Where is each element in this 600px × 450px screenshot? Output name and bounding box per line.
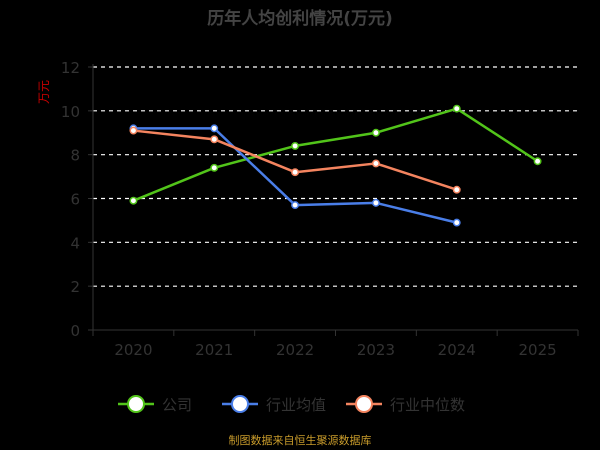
data-point <box>371 128 380 137</box>
data-point <box>452 185 461 194</box>
y-tick-label: 8 <box>70 147 80 165</box>
series-group <box>129 104 542 227</box>
legend-label: 行业中位数 <box>390 396 465 414</box>
legend[interactable]: 公司 行业均值 行业中位数 <box>118 395 465 414</box>
series-line-0 <box>132 107 539 202</box>
legend-label: 公司 <box>162 396 192 414</box>
y-tick-label: 12 <box>61 59 80 77</box>
data-point <box>210 124 219 133</box>
x-tick-label: 2025 <box>518 341 556 359</box>
x-tick-label: 2021 <box>195 341 233 359</box>
data-point <box>371 159 380 168</box>
data-point <box>291 168 300 177</box>
data-point <box>291 201 300 210</box>
data-point <box>452 218 461 227</box>
legend-item-0[interactable]: 公司 <box>118 395 192 414</box>
y-tick-label: 0 <box>70 322 80 340</box>
y-tick-label: 6 <box>70 191 80 209</box>
data-point <box>371 198 380 207</box>
x-tick-label: 2023 <box>357 341 395 359</box>
data-point <box>533 157 542 166</box>
data-point <box>452 104 461 113</box>
source-note: 制图数据来自恒生聚源数据库 <box>229 433 372 447</box>
legend-label: 行业均值 <box>266 396 326 414</box>
legend-swatch-marker <box>127 395 145 413</box>
x-tick-label: 2024 <box>438 341 476 359</box>
data-point <box>210 163 219 172</box>
legend-swatch-marker <box>355 395 373 413</box>
grid <box>93 66 578 287</box>
legend-item-1[interactable]: 行业均值 <box>222 395 326 414</box>
legend-item-2[interactable]: 行业中位数 <box>346 395 465 414</box>
y-tick-label: 10 <box>61 103 80 121</box>
x-tick-label: 2020 <box>114 341 152 359</box>
y-tick-label: 4 <box>70 234 80 252</box>
axes: 0 2 4 6 8 10 12 2020 2021 2022 2023 2024 2025 <box>61 59 579 359</box>
y-axis-label: 万元 <box>37 80 51 104</box>
x-tick-label: 2022 <box>276 341 314 359</box>
chart-title: 历年人均创利情况(万元) <box>207 8 393 29</box>
data-point <box>210 135 219 144</box>
legend-swatch-marker <box>231 395 249 413</box>
data-point <box>291 141 300 150</box>
data-point <box>129 196 138 205</box>
data-point <box>129 126 138 135</box>
y-tick-label: 2 <box>70 278 80 296</box>
